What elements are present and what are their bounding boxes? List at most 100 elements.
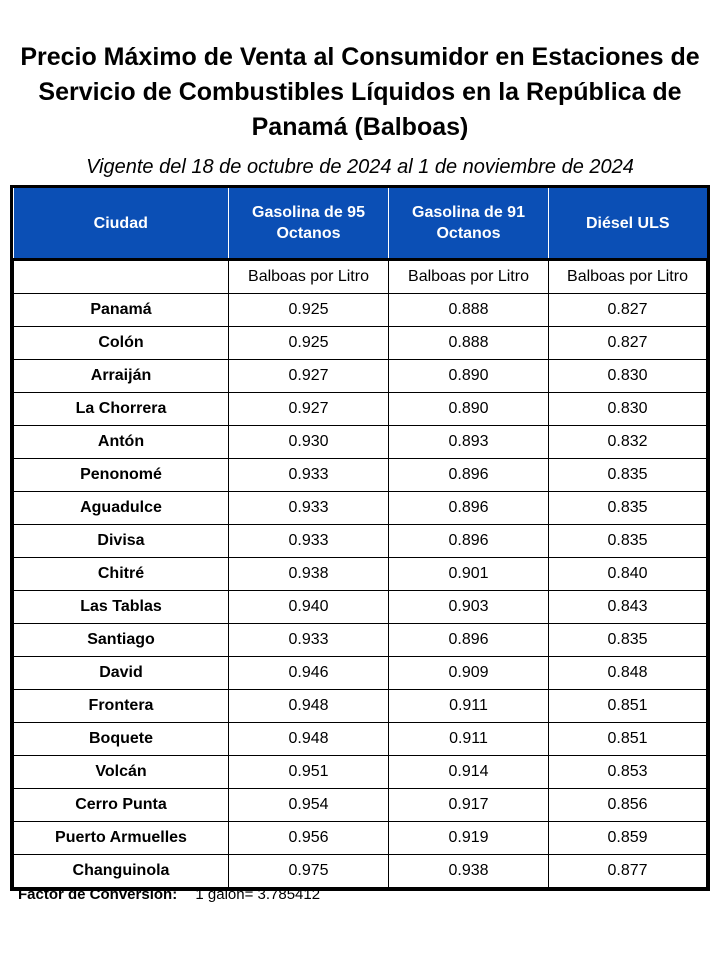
table-row: La Chorrera 0.927 0.890 0.830: [13, 392, 707, 426]
city-cell: La Chorrera: [13, 392, 229, 426]
city-cell: Antón: [13, 425, 229, 459]
city-cell: Arraiján: [13, 359, 229, 393]
diesel-price: 0.832: [548, 425, 707, 459]
diesel-price: 0.848: [548, 656, 707, 690]
gasolina-91-price: 0.896: [388, 491, 549, 525]
gasolina-95-price: 0.948: [228, 722, 389, 756]
gasolina-95-price: 0.933: [228, 623, 389, 657]
city-cell: Boquete: [13, 722, 229, 756]
gasolina-95-price: 0.938: [228, 557, 389, 591]
gasolina-91-price: 0.890: [388, 359, 549, 393]
units-cell: Balboas por Litro: [548, 259, 707, 294]
diesel-price: 0.830: [548, 392, 707, 426]
gasolina-95-price: 0.930: [228, 425, 389, 459]
header-ciudad: Ciudad: [13, 188, 229, 260]
table-row: Antón 0.930 0.893 0.832: [13, 425, 707, 459]
city-cell: Chitré: [13, 557, 229, 591]
diesel-price: 0.851: [548, 722, 707, 756]
gasolina-91-price: 0.896: [388, 458, 549, 492]
page-title: Precio Máximo de Venta al Consumidor en …: [20, 43, 700, 141]
city-cell: Changuinola: [13, 854, 229, 888]
table-row: Chitré 0.938 0.901 0.840: [13, 557, 707, 591]
diesel-price: 0.843: [548, 590, 707, 624]
diesel-price: 0.827: [548, 326, 707, 360]
diesel-price: 0.827: [548, 293, 707, 327]
table-row: Puerto Armuelles 0.956 0.919 0.859: [13, 821, 707, 855]
city-cell: David: [13, 656, 229, 690]
gasolina-91-price: 0.896: [388, 623, 549, 657]
diesel-price: 0.835: [548, 524, 707, 558]
header-gasolina-91: Gasolina de 91 Octanos: [388, 188, 549, 260]
city-cell: Aguadulce: [13, 491, 229, 525]
table-header-row: Ciudad Gasolina de 95 Octanos Gasolina d…: [13, 188, 707, 260]
gasolina-91-price: 0.938: [388, 854, 549, 888]
table-row: Aguadulce 0.933 0.896 0.835: [13, 491, 707, 525]
gasolina-91-price: 0.903: [388, 590, 549, 624]
gasolina-91-price: 0.919: [388, 821, 549, 855]
gasolina-95-price: 0.933: [228, 491, 389, 525]
conversion-factor-label: Factor de Conversión:: [18, 886, 178, 903]
city-cell: Frontera: [13, 689, 229, 723]
city-cell: Santiago: [13, 623, 229, 657]
table-row: Changuinola 0.975 0.938 0.877: [13, 854, 707, 888]
table-row: Las Tablas 0.940 0.903 0.843: [13, 590, 707, 624]
city-cell: Puerto Armuelles: [13, 821, 229, 855]
gasolina-95-price: 0.933: [228, 458, 389, 492]
diesel-price: 0.830: [548, 359, 707, 393]
table-row: Penonomé 0.933 0.896 0.835: [13, 458, 707, 492]
table-row: Colón 0.925 0.888 0.827: [13, 326, 707, 360]
diesel-price: 0.856: [548, 788, 707, 822]
table-row: Cerro Punta 0.954 0.917 0.856: [13, 788, 707, 822]
units-cell: [13, 259, 229, 294]
table-row: Santiago 0.933 0.896 0.835: [13, 623, 707, 657]
gasolina-91-price: 0.896: [388, 524, 549, 558]
gasolina-95-price: 0.925: [228, 293, 389, 327]
diesel-price: 0.835: [548, 491, 707, 525]
gasolina-95-price: 0.956: [228, 821, 389, 855]
gasolina-95-price: 0.975: [228, 854, 389, 888]
gasolina-95-price: 0.933: [228, 524, 389, 558]
table-row: Volcán 0.951 0.914 0.853: [13, 755, 707, 789]
diesel-price: 0.840: [548, 557, 707, 591]
diesel-price: 0.851: [548, 689, 707, 723]
units-cell: Balboas por Litro: [228, 259, 389, 294]
table-row: Panamá 0.925 0.888 0.827: [13, 293, 707, 327]
table-row: Frontera 0.948 0.911 0.851: [13, 689, 707, 723]
gasolina-95-price: 0.946: [228, 656, 389, 690]
header-diesel: Diésel ULS: [548, 188, 707, 260]
gasolina-91-price: 0.890: [388, 392, 549, 426]
gasolina-91-price: 0.909: [388, 656, 549, 690]
price-table: Ciudad Gasolina de 95 Octanos Gasolina d…: [10, 185, 710, 891]
gasolina-95-price: 0.940: [228, 590, 389, 624]
city-cell: Divisa: [13, 524, 229, 558]
gasolina-91-price: 0.888: [388, 326, 549, 360]
city-cell: Las Tablas: [13, 590, 229, 624]
validity-period: Vigente del 18 de octubre de 2024 al 1 d…: [86, 156, 634, 178]
city-cell: Penonomé: [13, 458, 229, 492]
gasolina-91-price: 0.917: [388, 788, 549, 822]
gasolina-95-price: 0.927: [228, 392, 389, 426]
gasolina-95-price: 0.954: [228, 788, 389, 822]
gasolina-91-price: 0.914: [388, 755, 549, 789]
gasolina-91-price: 0.911: [388, 722, 549, 756]
city-cell: Colón: [13, 326, 229, 360]
table-row: Arraiján 0.927 0.890 0.830: [13, 359, 707, 393]
city-cell: Panamá: [13, 293, 229, 327]
diesel-price: 0.877: [548, 854, 707, 888]
gasolina-95-price: 0.927: [228, 359, 389, 393]
gasolina-95-price: 0.948: [228, 689, 389, 723]
header-gasolina-95: Gasolina de 95 Octanos: [228, 188, 389, 260]
table-row: Boquete 0.948 0.911 0.851: [13, 722, 707, 756]
gasolina-91-price: 0.888: [388, 293, 549, 327]
diesel-price: 0.853: [548, 755, 707, 789]
gasolina-91-price: 0.901: [388, 557, 549, 591]
diesel-price: 0.835: [548, 458, 707, 492]
gasolina-95-price: 0.951: [228, 755, 389, 789]
units-row: Balboas por Litro Balboas por Litro Balb…: [13, 259, 707, 294]
gasolina-91-price: 0.911: [388, 689, 549, 723]
diesel-price: 0.835: [548, 623, 707, 657]
diesel-price: 0.859: [548, 821, 707, 855]
gasolina-95-price: 0.925: [228, 326, 389, 360]
conversion-factor: Factor de Conversión: 1 galón= 3.785412: [18, 886, 320, 903]
table-row: Divisa 0.933 0.896 0.835: [13, 524, 707, 558]
